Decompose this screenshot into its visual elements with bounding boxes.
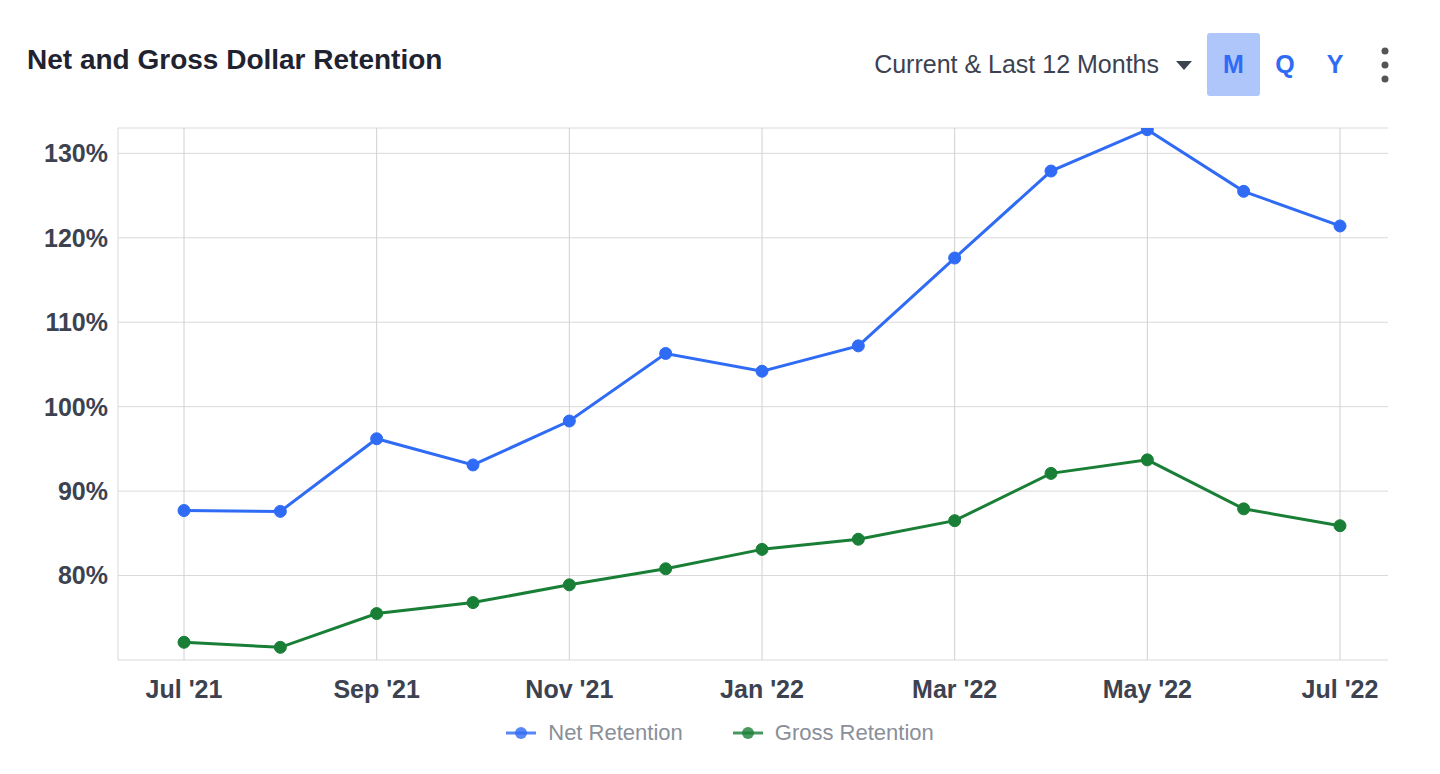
svg-text:Jul '21: Jul '21 <box>146 675 223 703</box>
svg-text:110%: 110% <box>45 308 108 336</box>
html-text:Net Retention: Net Retention <box>548 720 683 745</box>
svg-text:Jul '22: Jul '22 <box>1302 675 1379 703</box>
svg-text:Nov '21: Nov '21 <box>525 675 613 703</box>
svg-text:Mar '22: Mar '22 <box>912 675 997 703</box>
svg-text:100%: 100% <box>44 393 108 421</box>
html-text:Gross Retention: Gross Retention <box>774 720 934 745</box>
svg-text:Jan '22: Jan '22 <box>720 675 804 703</box>
svg-text:120%: 120% <box>44 224 108 252</box>
svg-text:130%: 130% <box>44 139 108 167</box>
svg-text:80%: 80% <box>58 561 108 589</box>
html-text:M: M <box>1223 50 1244 78</box>
html-text:Net and Gross Dollar Retention: Net and Gross Dollar Retention <box>27 44 443 75</box>
svg-text:May '22: May '22 <box>1103 675 1192 703</box>
html-text:Y: Y <box>1326 50 1344 78</box>
svg-text:90%: 90% <box>58 477 108 505</box>
html-text:Current & Last 12 Months: Current & Last 12 Months <box>874 50 1159 78</box>
html-text:Q: Q <box>1275 50 1295 78</box>
svg-text:Sep '21: Sep '21 <box>333 675 420 703</box>
